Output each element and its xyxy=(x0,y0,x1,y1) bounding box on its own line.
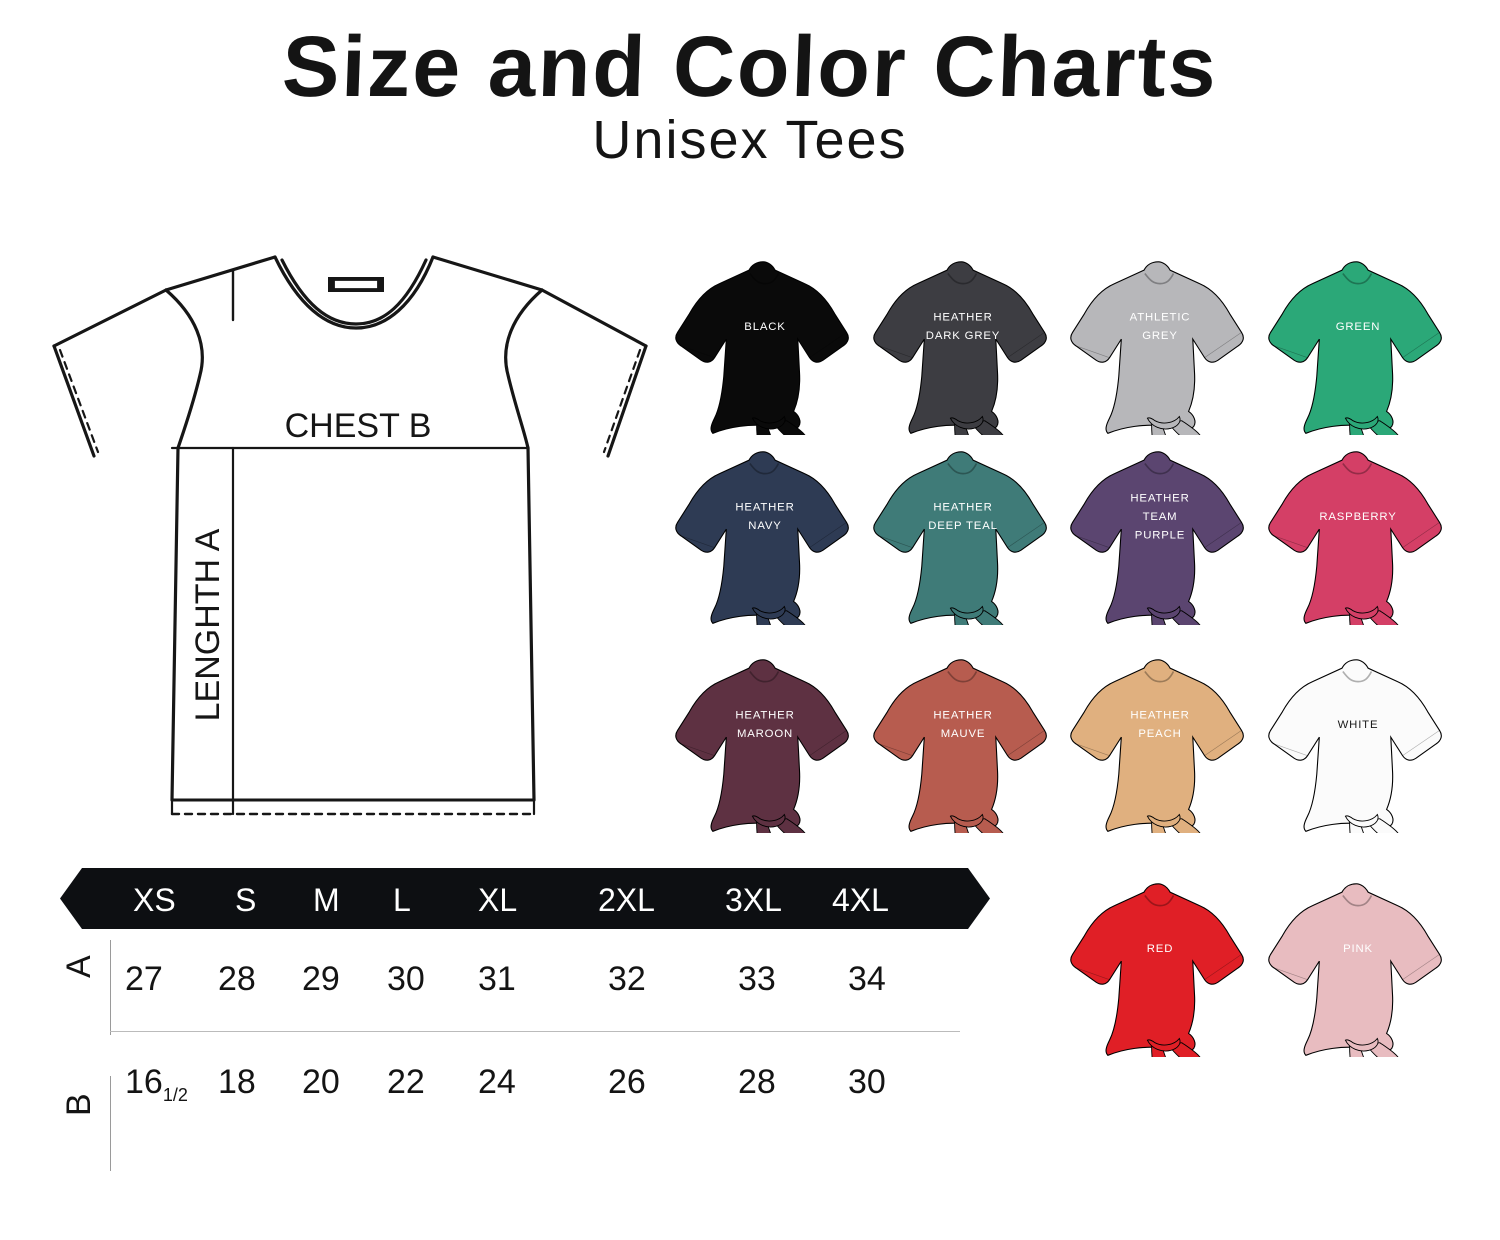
svg-text:MAROON: MAROON xyxy=(737,728,793,740)
svg-text:WHITE: WHITE xyxy=(1338,719,1379,731)
svg-text:HEATHER: HEATHER xyxy=(933,502,992,514)
svg-text:HEATHER: HEATHER xyxy=(1130,710,1189,722)
svg-text:DEEP TEAL: DEEP TEAL xyxy=(928,520,998,532)
svg-text:GREEN: GREEN xyxy=(1336,321,1381,333)
svg-text:NAVY: NAVY xyxy=(748,520,781,532)
svg-text:BLACK: BLACK xyxy=(744,321,785,333)
svg-text:PEACH: PEACH xyxy=(1138,728,1181,740)
svg-text:RASPBERRY: RASPBERRY xyxy=(1319,511,1396,523)
svg-text:MAUVE: MAUVE xyxy=(941,728,986,740)
svg-text:HEATHER: HEATHER xyxy=(933,710,992,722)
svg-text:HEATHER: HEATHER xyxy=(735,710,794,722)
svg-text:PINK: PINK xyxy=(1343,943,1373,955)
svg-text:HEATHER: HEATHER xyxy=(735,502,794,514)
svg-text:PURPLE: PURPLE xyxy=(1135,529,1185,541)
svg-text:HEATHER: HEATHER xyxy=(933,312,992,324)
svg-text:GREY: GREY xyxy=(1142,330,1178,342)
svg-text:ATHLETIC: ATHLETIC xyxy=(1130,312,1191,324)
svg-text:DARK GREY: DARK GREY xyxy=(926,330,1000,342)
svg-text:HEATHER: HEATHER xyxy=(1130,492,1189,504)
svg-text:TEAM: TEAM xyxy=(1143,511,1178,523)
svg-text:RED: RED xyxy=(1147,943,1173,955)
